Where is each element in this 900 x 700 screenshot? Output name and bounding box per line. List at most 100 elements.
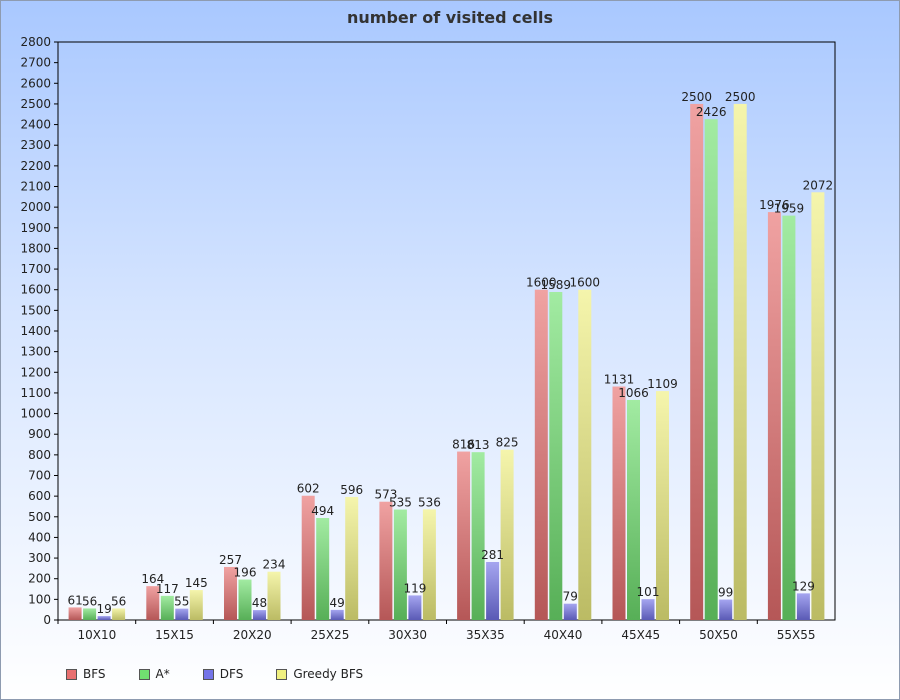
x-tick-label: 10X10 — [77, 628, 116, 642]
bar — [719, 599, 733, 620]
bar — [253, 610, 266, 620]
plot-area — [57, 41, 836, 621]
y-tick-label: 1700 — [20, 262, 51, 276]
y-tick-label: 1300 — [20, 345, 51, 359]
bar — [112, 608, 126, 620]
data-label: 56 — [111, 594, 126, 608]
data-label: 101 — [637, 585, 660, 599]
legend-swatch — [66, 668, 77, 680]
bar — [641, 599, 655, 620]
data-label: 164 — [141, 572, 164, 586]
legend-item: A* — [138, 667, 170, 681]
data-label: 196 — [234, 566, 257, 580]
y-tick-label: 1800 — [20, 241, 51, 255]
data-label: 825 — [496, 436, 519, 450]
bar — [175, 608, 189, 620]
data-label: 2500 — [725, 90, 756, 104]
x-tick-label: 20X20 — [233, 628, 272, 642]
bar — [393, 509, 407, 620]
y-tick-label: 1400 — [20, 324, 51, 338]
data-label: 281 — [481, 548, 504, 562]
bar — [238, 579, 252, 620]
y-tick-label: 300 — [28, 551, 51, 565]
data-label: 535 — [389, 496, 412, 510]
data-label: 119 — [403, 581, 426, 595]
legend-label: A* — [155, 667, 170, 681]
data-label: 117 — [156, 582, 179, 596]
data-label: 1066 — [618, 386, 649, 400]
x-axis: 10X10 15X15 20X20 25X25 30X30 35X35 40X40 45X45… — [57, 620, 816, 642]
data-label: 1589 — [541, 278, 572, 292]
bar — [457, 451, 471, 620]
bar — [563, 603, 577, 620]
bar — [97, 616, 111, 620]
data-label: 536 — [418, 495, 441, 509]
bar — [160, 595, 174, 620]
legend: BFS A* DFS Greedy BFS — [66, 666, 396, 682]
data-label: 494 — [311, 504, 334, 518]
x-tick-label: 45X45 — [621, 628, 660, 642]
y-tick-label: 700 — [28, 469, 51, 483]
data-label: 99 — [718, 586, 733, 600]
legend-item: Greedy BFS — [276, 667, 363, 681]
data-label: 1600 — [526, 276, 557, 290]
x-tick-label: 55X55 — [777, 628, 816, 642]
y-tick-label: 1000 — [20, 407, 51, 421]
legend-item: BFS — [66, 667, 106, 681]
data-label: 596 — [340, 483, 363, 497]
bar — [782, 215, 796, 620]
x-tick-label: 50X50 — [699, 628, 738, 642]
bar — [612, 386, 626, 620]
y-tick-label: 2400 — [20, 118, 51, 132]
bar — [500, 449, 514, 620]
bar — [189, 590, 203, 620]
bar — [408, 595, 422, 620]
bar — [316, 518, 330, 620]
x-tick-label: 30X30 — [388, 628, 427, 642]
data-label: 129 — [792, 579, 815, 593]
y-tick-label: 1900 — [20, 221, 51, 235]
x-tick-label: 35X35 — [466, 628, 505, 642]
bar — [656, 391, 669, 620]
bar — [811, 192, 825, 620]
bar — [534, 289, 548, 620]
bar — [549, 291, 563, 620]
data-label: 56 — [82, 594, 97, 608]
data-label: 79 — [563, 590, 578, 604]
bar — [767, 212, 781, 620]
data-label: 49 — [330, 596, 345, 610]
bar — [345, 496, 359, 620]
y-tick-label: 2700 — [20, 56, 51, 70]
y-tick-label: 1600 — [20, 283, 51, 297]
data-label: 61 — [67, 593, 82, 607]
data-labels: 61 56195616411755145257196482346024944959… — [67, 90, 833, 616]
bar — [83, 608, 97, 620]
legend-label: BFS — [83, 667, 106, 681]
bar — [422, 509, 436, 620]
legend-item: DFS — [202, 667, 243, 681]
bar — [330, 609, 344, 620]
data-label: 257 — [219, 553, 242, 567]
y-tick-label: 2200 — [20, 159, 51, 173]
y-tick-label: 2600 — [20, 76, 51, 90]
bar — [379, 501, 393, 620]
data-label: 1600 — [570, 276, 601, 290]
bar — [704, 119, 718, 620]
y-axis: 0 100 200 300 400 500 600 700 800 900 1000 1100 1200… — [20, 35, 58, 627]
data-label: 1976 — [759, 198, 790, 212]
bar — [146, 586, 160, 620]
y-tick-label: 2500 — [20, 97, 51, 111]
data-label: 1109 — [647, 377, 678, 391]
legend-swatch — [202, 668, 214, 680]
y-tick-label: 2800 — [20, 35, 51, 49]
bar — [733, 103, 747, 620]
bar — [627, 399, 640, 620]
chart-title: number of visited cells — [346, 8, 553, 27]
y-tick-label: 500 — [28, 510, 51, 524]
bar — [578, 289, 592, 620]
data-label: 55 — [174, 595, 189, 609]
y-tick-label: 1100 — [20, 386, 51, 400]
y-tick-label: 2000 — [20, 200, 51, 214]
